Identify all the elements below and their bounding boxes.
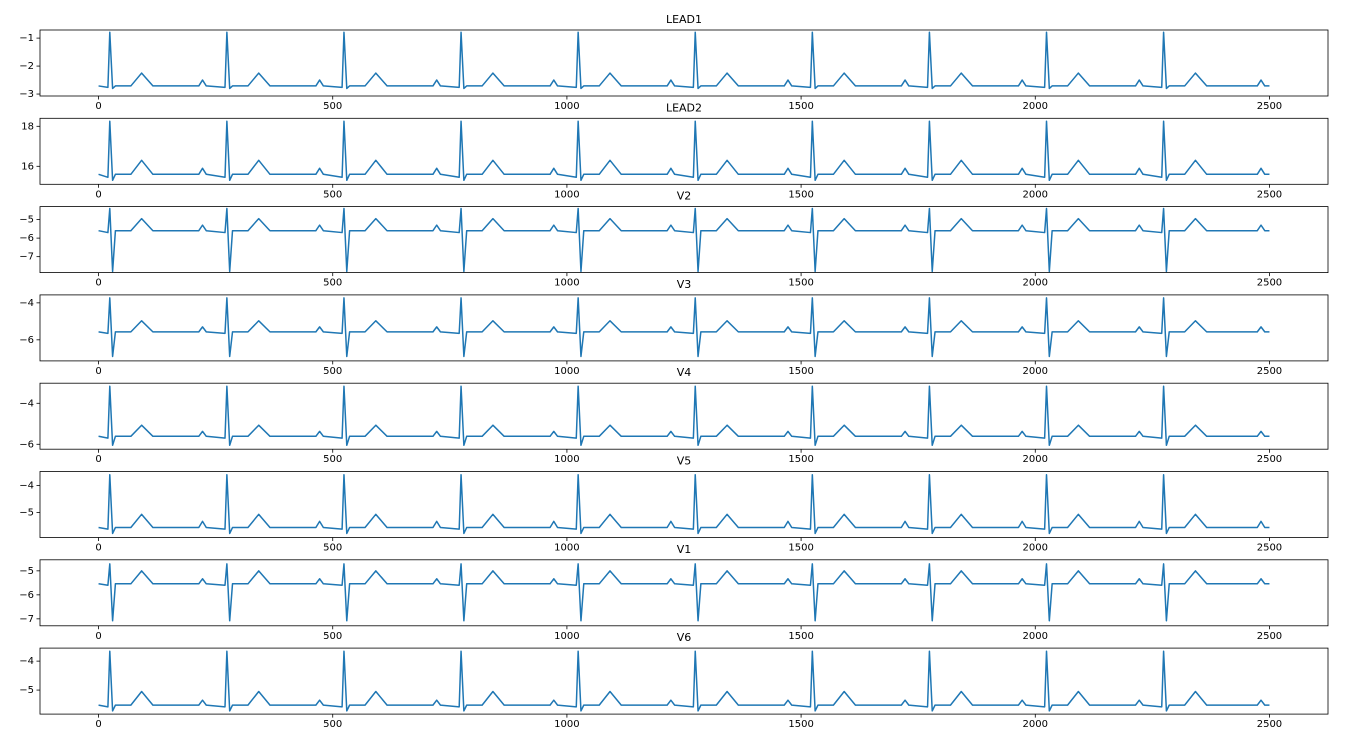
- x-tick-label: 500: [323, 278, 342, 289]
- y-tick-label: −4: [19, 656, 34, 667]
- x-tick-label: 1000: [554, 543, 579, 554]
- x-tick-label: 2500: [1257, 631, 1282, 642]
- plot-frame: [39, 117, 1329, 185]
- y-tick-label: −6: [19, 233, 34, 244]
- y-tick-label: 16: [21, 161, 34, 172]
- x-tick-label: 1000: [554, 278, 579, 289]
- plot-frame: [39, 294, 1329, 362]
- ecg-line: [98, 207, 1270, 273]
- y-tick-label: −4: [19, 298, 34, 309]
- x-tick-label: 1500: [788, 454, 813, 465]
- y-tick-label: −2: [19, 61, 34, 72]
- x-tick-label: 2000: [1023, 631, 1048, 642]
- subplot-title: V1: [677, 543, 692, 556]
- x-tick-label: 2500: [1257, 366, 1282, 377]
- y-tick-label: −4: [19, 481, 34, 492]
- x-tick-label: 2000: [1023, 101, 1048, 112]
- y-tick-label: −5: [19, 685, 34, 696]
- y-tick-label: −6: [19, 439, 34, 450]
- x-tick-label: 2000: [1023, 543, 1048, 554]
- x-tick-label: 1000: [554, 719, 579, 730]
- x-tick-label: 2500: [1257, 454, 1282, 465]
- y-tick-label: 18: [21, 121, 34, 132]
- x-tick-label: 0: [95, 543, 101, 554]
- x-tick-label: 0: [95, 719, 101, 730]
- x-tick-label: 1000: [554, 454, 579, 465]
- x-tick-label: 0: [95, 189, 101, 200]
- x-tick-label: 2500: [1257, 101, 1282, 112]
- y-tick-label: −4: [19, 398, 34, 409]
- x-tick-label: 1000: [554, 366, 579, 377]
- x-tick-label: 1000: [554, 101, 579, 112]
- x-tick-label: 0: [95, 101, 101, 112]
- plot-frame: [39, 382, 1329, 450]
- x-tick-label: 2000: [1023, 454, 1048, 465]
- x-tick-label: 2000: [1023, 719, 1048, 730]
- x-tick-label: 1500: [788, 101, 813, 112]
- ecg-line: [98, 297, 1270, 358]
- y-tick-label: −6: [19, 590, 34, 601]
- y-tick-label: −5: [19, 507, 34, 518]
- plot-frame: [39, 647, 1329, 715]
- x-tick-label: 0: [95, 631, 101, 642]
- y-tick-label: −1: [19, 33, 34, 44]
- y-tick-label: −5: [19, 566, 34, 577]
- x-tick-label: 1500: [788, 543, 813, 554]
- y-tick-label: −5: [19, 215, 34, 226]
- x-tick-label: 2000: [1023, 189, 1048, 200]
- x-tick-label: 0: [95, 366, 101, 377]
- x-tick-label: 0: [95, 454, 101, 465]
- plot-frame: [39, 206, 1329, 274]
- x-tick-label: 500: [323, 366, 342, 377]
- subplot-title: LEAD1: [666, 13, 702, 26]
- ecg-line: [98, 31, 1270, 90]
- ecg-line: [98, 473, 1270, 535]
- y-tick-label: −7: [19, 614, 34, 625]
- x-tick-label: 500: [323, 543, 342, 554]
- plot-frame: [39, 559, 1329, 627]
- x-tick-label: 1500: [788, 189, 813, 200]
- plot-frame: [39, 471, 1329, 538]
- subplot-title: V5: [677, 455, 692, 468]
- x-tick-label: 1000: [554, 631, 579, 642]
- x-tick-label: 2500: [1257, 189, 1282, 200]
- x-tick-label: 1500: [788, 719, 813, 730]
- x-tick-label: 1500: [788, 631, 813, 642]
- subplot-title: V3: [677, 278, 692, 291]
- x-tick-label: 2000: [1023, 278, 1048, 289]
- y-tick-label: −6: [19, 335, 34, 346]
- x-tick-label: 0: [95, 278, 101, 289]
- subplot-title: V6: [677, 631, 692, 644]
- ecg-line: [98, 120, 1270, 182]
- y-tick-label: −7: [19, 252, 34, 263]
- subplot-title: V2: [677, 190, 692, 203]
- x-tick-label: 500: [323, 719, 342, 730]
- ecg-line: [98, 650, 1270, 712]
- x-tick-label: 2500: [1257, 719, 1282, 730]
- x-tick-label: 2500: [1257, 543, 1282, 554]
- ecg-line: [98, 563, 1270, 622]
- subplot-title: LEAD2: [666, 101, 702, 114]
- ecg-line: [98, 385, 1270, 447]
- x-tick-label: 1500: [788, 278, 813, 289]
- x-tick-label: 2500: [1257, 278, 1282, 289]
- subplot-title: V4: [677, 366, 692, 379]
- x-tick-label: 1500: [788, 366, 813, 377]
- x-tick-label: 500: [323, 454, 342, 465]
- x-tick-label: 1000: [554, 189, 579, 200]
- x-tick-label: 500: [323, 189, 342, 200]
- plot-frame: [39, 29, 1329, 97]
- x-tick-label: 500: [323, 631, 342, 642]
- y-tick-label: −3: [19, 89, 34, 100]
- x-tick-label: 500: [323, 101, 342, 112]
- x-tick-label: 2000: [1023, 366, 1048, 377]
